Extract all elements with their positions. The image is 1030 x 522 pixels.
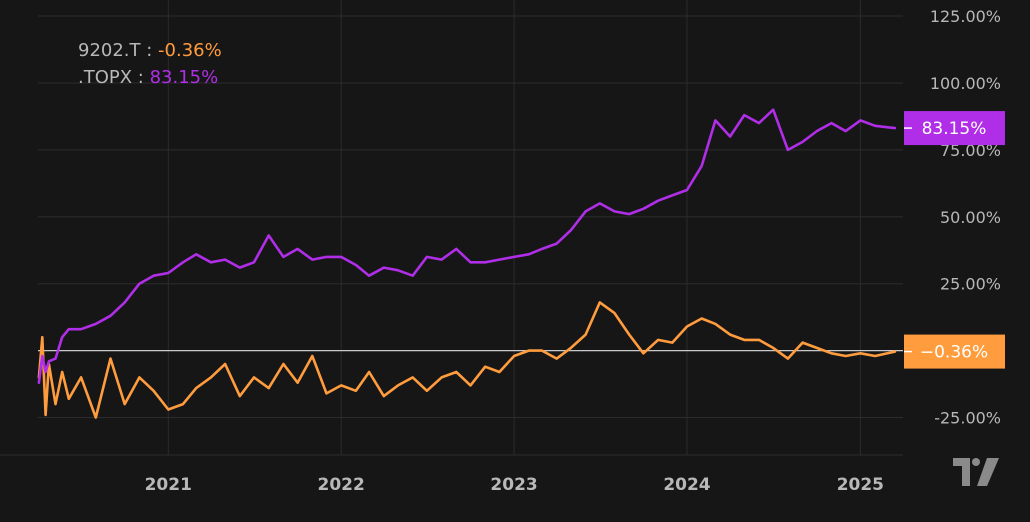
x-tick-label: 2023: [490, 475, 537, 495]
tradingview-logo-icon: [953, 458, 999, 486]
y-tick-label: 125.00%: [930, 7, 1001, 26]
legend-series-name: .TOPX :: [78, 67, 150, 88]
tag-background: [904, 111, 1005, 146]
last-value-tag: 83.15%: [904, 111, 1005, 146]
legend-series-value: 83.15%: [150, 67, 219, 88]
grid: [0, 0, 903, 456]
series-line-topx: [37, 108, 897, 385]
legend: 9202.T : -0.36% .TOPX : 83.15%: [78, 40, 222, 88]
x-tick-label: 2025: [837, 475, 884, 495]
tag-value: 83.15%: [922, 119, 987, 139]
x-tick-label: 2021: [145, 475, 192, 495]
tag-background: [904, 334, 1005, 369]
legend-series-value: -0.36%: [158, 40, 222, 61]
last-value-tag: −0.36%: [904, 334, 1005, 369]
tag-value: −0.36%: [920, 343, 988, 363]
y-tick-label: 50.00%: [940, 208, 1001, 227]
y-tick-label: -25.00%: [934, 409, 1001, 428]
x-tick-label: 2022: [318, 475, 365, 495]
x-tick-label: 2024: [663, 475, 710, 495]
y-tick-label: 25.00%: [940, 275, 1001, 294]
last-value-tags: −0.36% 83.15%: [904, 111, 1005, 369]
series-layer: [37, 108, 897, 419]
series-line-9202t: [37, 301, 897, 419]
legend-entry: .TOPX : 83.15%: [78, 67, 218, 88]
y-tick-label: 75.00%: [940, 141, 1001, 160]
y-tick-label: 100.00%: [930, 74, 1001, 93]
x-axis: 2021 2022 2023 2024 2025: [145, 475, 884, 495]
y-axis: 125.00% 100.00% 75.00% 50.00% 25.00% -25.00%: [930, 7, 1001, 427]
legend-series-name: 9202.T :: [78, 40, 158, 61]
legend-entry: 9202.T : -0.36%: [78, 40, 222, 61]
